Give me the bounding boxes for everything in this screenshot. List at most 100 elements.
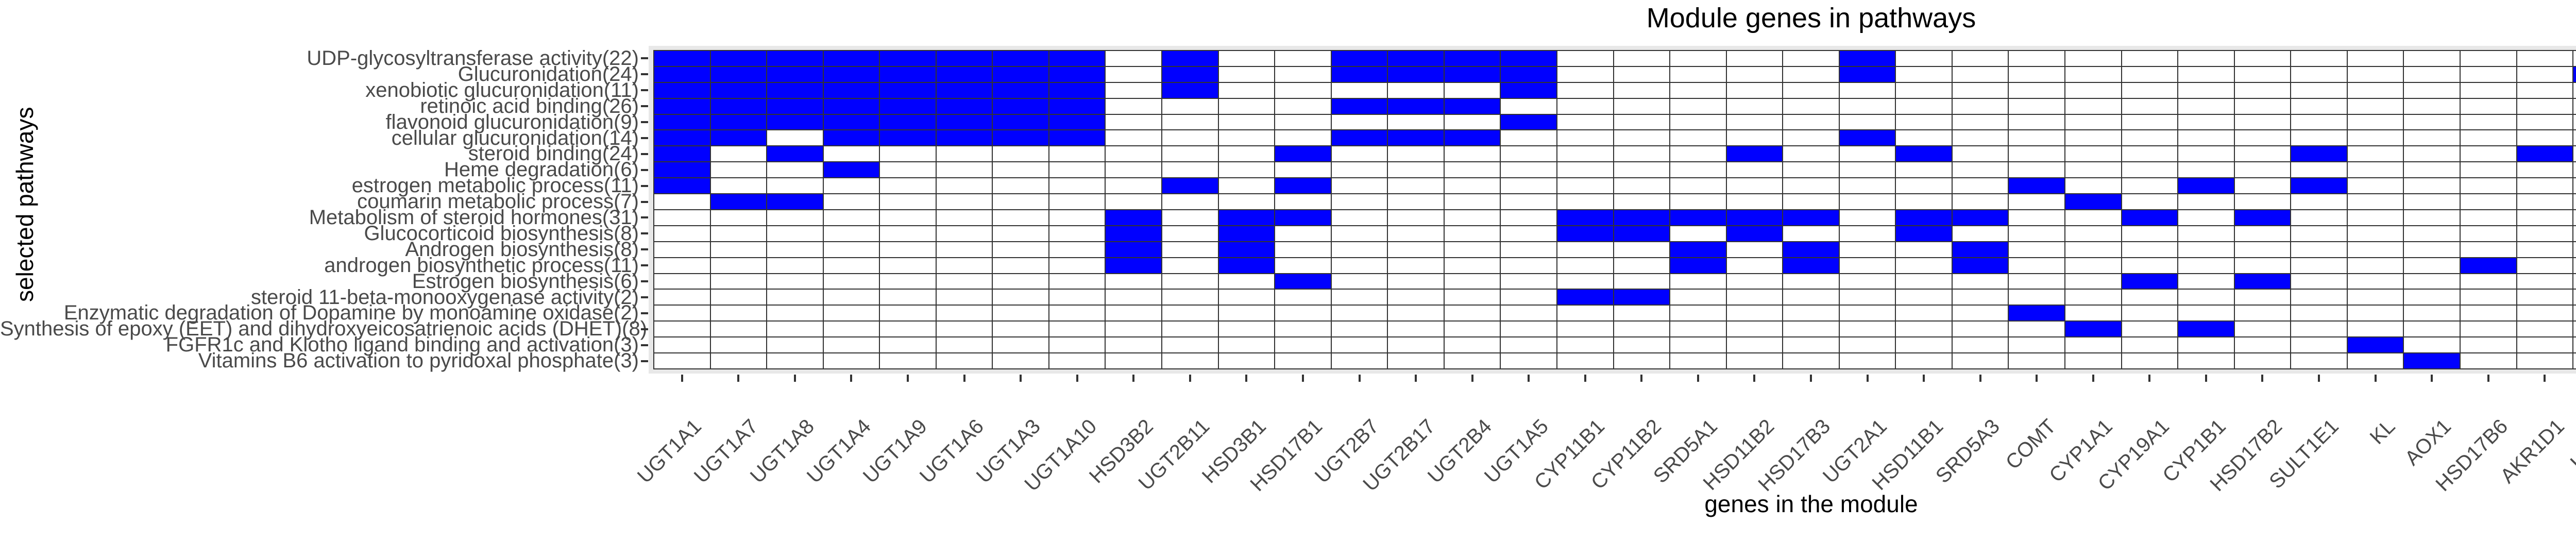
heatmap-cell	[1106, 322, 1162, 337]
heatmap-cell	[1670, 242, 1726, 257]
heatmap-cell	[1614, 82, 1670, 98]
heatmap-cell	[2234, 130, 2291, 146]
heatmap-cell	[2517, 242, 2573, 257]
heatmap-cell	[1049, 162, 1105, 178]
heatmap-cell	[2291, 194, 2347, 209]
x-tick	[1471, 375, 1473, 382]
heatmap-cell	[710, 82, 767, 98]
heatmap-cell	[2178, 226, 2234, 241]
heatmap-cell	[1839, 51, 1895, 66]
heatmap-cell	[710, 306, 767, 321]
heatmap-cell	[823, 210, 879, 225]
heatmap-cell	[2404, 226, 2460, 241]
heatmap-cell	[1162, 274, 1218, 289]
heatmap-cell	[1952, 322, 2008, 337]
heatmap-cell	[823, 242, 879, 257]
heatmap-cell	[2517, 306, 2573, 321]
heatmap-cell	[2404, 130, 2460, 146]
heatmap-cell	[2291, 353, 2347, 368]
x-tick	[2205, 375, 2207, 382]
heatmap-cell	[1275, 66, 1331, 82]
heatmap-cell	[1275, 130, 1331, 146]
heatmap-cell	[936, 290, 992, 305]
heatmap-cell	[2234, 98, 2291, 114]
heatmap-cell	[1501, 98, 1556, 114]
heatmap-cell	[1839, 258, 1895, 273]
heatmap-cell	[2009, 51, 2065, 66]
heatmap-cell	[1839, 242, 1895, 257]
heatmap-cell	[2122, 274, 2178, 289]
heatmap-cell	[1049, 51, 1105, 66]
heatmap-cell	[1218, 114, 1275, 130]
heatmap-cell	[2291, 258, 2347, 273]
heatmap-cell	[2234, 274, 2291, 289]
heatmap-cell	[1331, 226, 1387, 241]
heatmap-cell	[1275, 226, 1331, 241]
heatmap-cell	[1839, 274, 1895, 289]
heatmap-cell	[1275, 98, 1331, 114]
heatmap-cell	[1952, 306, 2008, 321]
heatmap-cell	[2460, 178, 2516, 194]
x-tick	[1132, 375, 1135, 382]
heatmap-cell	[2291, 82, 2347, 98]
heatmap-cell	[1388, 274, 1444, 289]
y-tick-label: Enzymatic degradation of Dopamine by mon…	[63, 301, 639, 325]
heatmap-cell	[1670, 274, 1726, 289]
heatmap-cell	[1557, 114, 1613, 130]
heatmap-cell	[1952, 226, 2008, 241]
heatmap-cell	[2291, 242, 2347, 257]
heatmap-cell	[1557, 242, 1613, 257]
heatmap-cell	[2291, 130, 2347, 146]
heatmap-cell	[1783, 337, 1839, 353]
x-tick	[1753, 375, 1756, 382]
heatmap-cell	[767, 130, 823, 146]
heatmap-cell	[2009, 322, 2065, 337]
heatmap-cell	[993, 337, 1048, 353]
heatmap-cell	[767, 66, 823, 82]
heatmap-cell	[880, 306, 936, 321]
heatmap-cell	[1331, 210, 1387, 225]
heatmap-cell	[1726, 258, 1783, 273]
heatmap-cell	[1839, 210, 1895, 225]
heatmap-cell	[1106, 66, 1162, 82]
heatmap-cell	[1670, 82, 1726, 98]
heatmap-cell	[2291, 178, 2347, 194]
heatmap-cell	[654, 130, 710, 146]
heatmap-cell	[2178, 178, 2234, 194]
heatmap-cell	[2573, 162, 2576, 178]
heatmap-cell	[1388, 194, 1444, 209]
heatmap-cell	[1106, 290, 1162, 305]
heatmap-cell	[1106, 337, 1162, 353]
heatmap-cell	[2009, 146, 2065, 162]
heatmap-cell	[1952, 242, 2008, 257]
y-tick	[641, 232, 648, 235]
heatmap-cell	[1388, 51, 1444, 66]
heatmap-cell	[1388, 290, 1444, 305]
heatmap-cell	[1444, 98, 1500, 114]
x-tick	[2431, 375, 2433, 382]
heatmap-cell	[2573, 130, 2576, 146]
heatmap-cell	[2291, 322, 2347, 337]
x-tick	[907, 375, 909, 382]
x-tick	[1810, 375, 1812, 382]
heatmap-cell	[1106, 210, 1162, 225]
heatmap-cell	[2517, 274, 2573, 289]
heatmap-cell	[1388, 162, 1444, 178]
heatmap-cell	[1331, 130, 1387, 146]
heatmap-cell	[1106, 178, 1162, 194]
heatmap-cell	[1557, 130, 1613, 146]
heatmap-cell	[2009, 98, 2065, 114]
heatmap-cell	[1726, 146, 1783, 162]
heatmap-cell	[1896, 226, 1952, 241]
heatmap-cell	[1614, 146, 1670, 162]
heatmap-cell	[654, 82, 710, 98]
y-tick-label: FGFR1c and Klotho ligand binding and act…	[165, 333, 639, 357]
heatmap-cell	[1557, 51, 1613, 66]
heatmap-cell	[1614, 322, 1670, 337]
heatmap-cell	[2065, 290, 2121, 305]
heatmap-cell	[2009, 82, 2065, 98]
heatmap-cell	[1106, 274, 1162, 289]
x-tick	[2544, 375, 2546, 382]
y-tick	[641, 153, 648, 155]
heatmap-cell	[2573, 290, 2576, 305]
